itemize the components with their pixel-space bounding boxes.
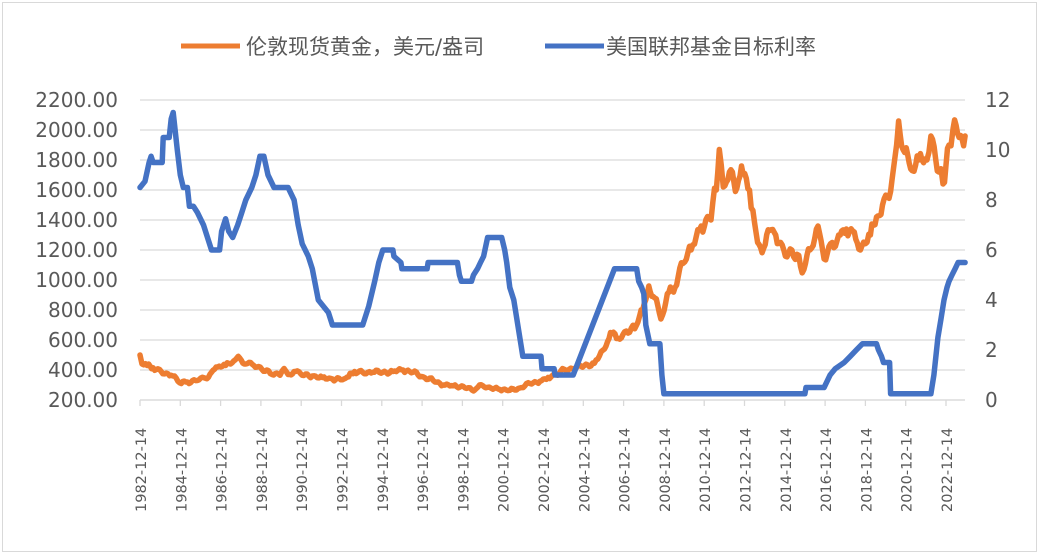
y-left-tick-label: 1000.00 [35, 268, 118, 292]
x-axis-ticks: 1982-12-14 1984-12-14 1986-12-14 1988-12-14… [134, 399, 965, 512]
y-left-tick-label: 400.00 [48, 358, 118, 382]
x-tick-label: 1982-12-14 [134, 428, 150, 512]
x-tick-label: 2020-12-14 [900, 428, 916, 512]
x-tick-label: 2016-12-14 [819, 428, 835, 512]
x-tick-label: 2018-12-14 [859, 428, 875, 512]
x-tick-label: 1988-12-14 [255, 428, 271, 512]
y-left-tick-label: 2000.00 [35, 118, 118, 142]
y-right-tick-label: 6 [985, 238, 998, 262]
chart-frame [2, 2, 1037, 552]
y-left-tick-label: 800.00 [48, 298, 118, 322]
legend-label-gold: 伦敦现货黄金，美元/盎司 [246, 35, 484, 59]
left-axis-ticks: 200.00 400.00 600.00 800.00 1000.00 1200.00 14… [35, 88, 118, 412]
x-tick-label: 1986-12-14 [215, 428, 231, 512]
y-right-tick-label: 4 [985, 288, 998, 312]
x-tick-label: 2004-12-14 [577, 428, 593, 512]
legend: 伦敦现货黄金，美元/盎司 美国联邦基金目标利率 [181, 35, 816, 59]
x-tick-label: 2010-12-14 [698, 428, 714, 512]
x-tick-label: 2000-12-14 [497, 428, 513, 512]
y-right-tick-label: 12 [985, 88, 1010, 112]
y-left-tick-label: 2200.00 [35, 88, 118, 112]
x-tick-label: 2014-12-14 [779, 428, 795, 512]
y-right-tick-label: 10 [985, 138, 1010, 162]
x-tick-label: 2012-12-14 [739, 428, 755, 512]
y-left-tick-label: 1800.00 [35, 148, 118, 172]
x-tick-label: 2008-12-14 [658, 428, 674, 512]
y-left-tick-label: 1400.00 [35, 208, 118, 232]
y-right-tick-label: 2 [985, 338, 998, 362]
x-tick-label: 1990-12-14 [295, 428, 311, 512]
x-tick-label: 1998-12-14 [456, 428, 472, 512]
y-left-tick-label: 600.00 [48, 328, 118, 352]
x-tick-label: 1996-12-14 [416, 428, 432, 512]
gridlines [140, 99, 965, 401]
x-tick-label: 2006-12-14 [618, 428, 634, 512]
right-axis-ticks: 0 2 4 6 8 10 12 [985, 88, 1010, 412]
x-tick-label: 1992-12-14 [336, 428, 352, 512]
legend-label-fed-rate: 美国联邦基金目标利率 [606, 35, 816, 59]
fed-rate-line [137, 109, 968, 397]
series-lines [137, 109, 968, 397]
x-tick-label: 1994-12-14 [376, 428, 392, 512]
y-right-tick-label: 8 [985, 188, 998, 212]
x-tick-label: 2022-12-14 [940, 428, 956, 512]
y-right-tick-label: 0 [985, 388, 998, 412]
y-left-tick-label: 200.00 [48, 388, 118, 412]
x-tick-label: 1984-12-14 [174, 428, 190, 512]
y-left-tick-label: 1600.00 [35, 178, 118, 202]
y-left-tick-label: 1200.00 [35, 238, 118, 262]
x-tick-label: 2002-12-14 [537, 428, 553, 512]
